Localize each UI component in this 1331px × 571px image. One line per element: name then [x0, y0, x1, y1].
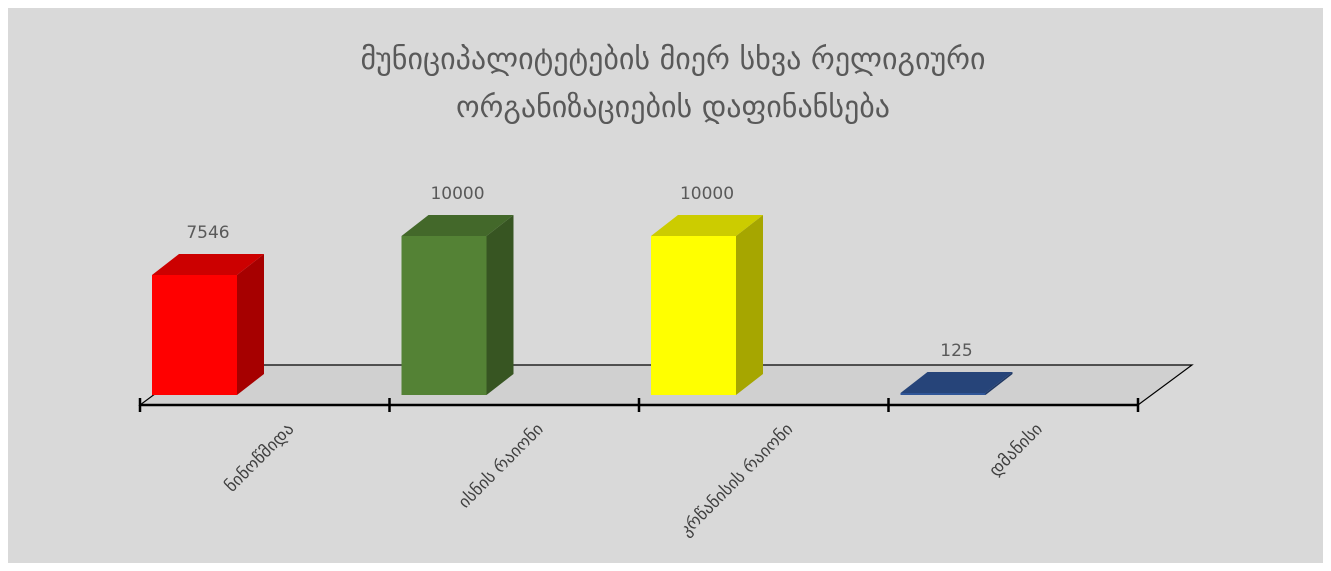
bar-front: [401, 236, 487, 395]
value-label: 10000: [430, 184, 484, 204]
bar-top: [152, 254, 264, 276]
x-tick-label: დმანისი: [985, 419, 1046, 480]
bar-top: [900, 372, 1013, 394]
bar-side: [486, 215, 514, 395]
bar-top: [401, 215, 514, 236]
chart-title: მუნიციპალიტეტების მიერ სხვა რელიგიური ორ…: [360, 42, 986, 125]
bar: [651, 215, 763, 395]
value-label: 7546: [186, 223, 229, 243]
bar-front: [152, 275, 237, 395]
bar: [152, 254, 264, 395]
bar: [900, 372, 1013, 395]
x-tick-label: ნინოწმიდა: [221, 419, 298, 496]
bar: [401, 215, 514, 395]
value-label: 10000: [680, 184, 734, 204]
x-tick-label: კრწანისის რაიონი: [676, 419, 797, 540]
value-label: 125: [940, 341, 972, 361]
bar-top: [651, 215, 763, 236]
bar-front: [651, 236, 736, 395]
bar-side: [736, 215, 763, 395]
x-tick-label: ისნის რაიონი: [455, 419, 548, 512]
bar-side: [985, 372, 1013, 395]
bar-front: [900, 393, 986, 395]
bar-side: [237, 254, 264, 395]
